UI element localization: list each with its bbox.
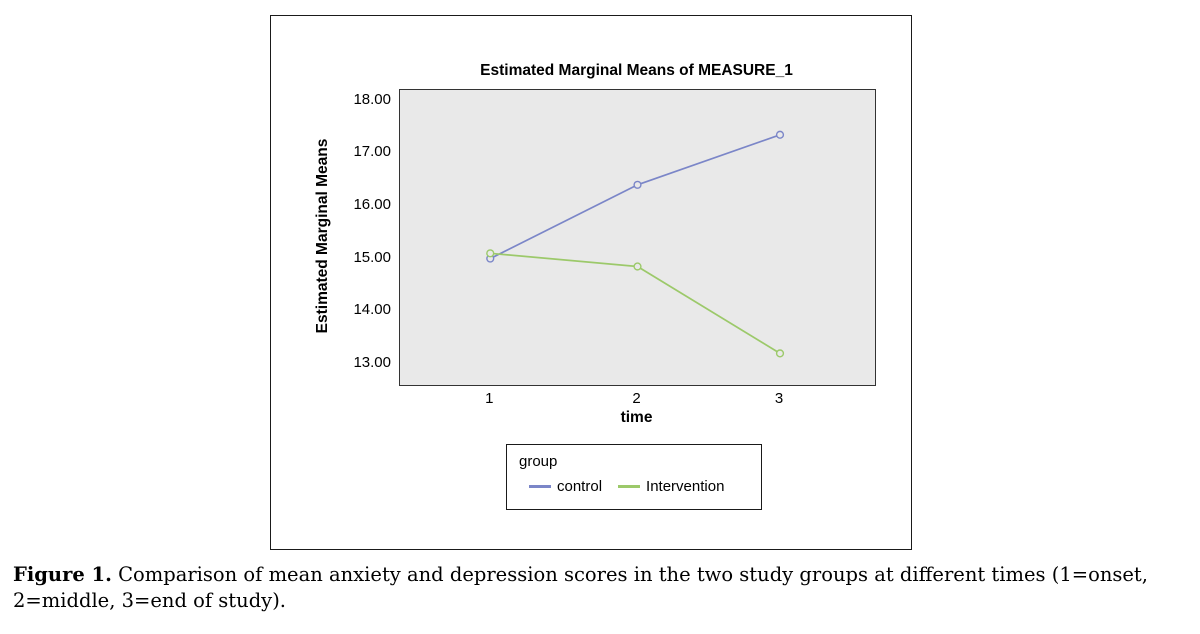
x-tick-label: 2 (632, 390, 641, 407)
plot-area (399, 89, 876, 386)
y-tick-label: 15.00 (353, 248, 391, 266)
legend-title: group (519, 453, 558, 470)
figure-frame: Estimated Marginal Means of MEASURE_1 Es… (270, 15, 912, 550)
data-point-marker (775, 349, 785, 358)
line-chart (486, 130, 785, 358)
data-point-marker (633, 180, 642, 189)
figure-caption: Figure 1. Comparison of mean anxiety and… (13, 562, 1191, 614)
y-tick-label: 13.00 (353, 353, 391, 371)
figure-caption-label: Figure 1. (13, 563, 112, 586)
legend-entry-label: control (557, 478, 603, 495)
legend-entry-label: Intervention (646, 478, 725, 495)
legend: group control Intervention (506, 444, 762, 510)
y-tick-label: 16.00 (353, 195, 391, 213)
y-tick-label: 18.00 (353, 90, 391, 108)
x-tick-label: 1 (485, 390, 494, 407)
figure-caption-text: Comparison of mean anxiety and depressio… (13, 563, 1148, 612)
data-point-marker (775, 130, 785, 139)
legend-entry-intervention: Intervention (618, 478, 724, 495)
data-point-marker (633, 262, 642, 271)
legend-entry-control: control (529, 478, 602, 495)
legend-entries: control Intervention (519, 478, 761, 495)
legend-line-swatch (618, 485, 641, 488)
y-tick-label: 17.00 (353, 143, 391, 161)
y-tick-label: 14.00 (353, 301, 391, 319)
x-tick-label: 3 (774, 390, 784, 407)
chart-title: Estimated Marginal Means of MEASURE_1 (480, 62, 793, 79)
series-line-control (489, 133, 781, 260)
data-point-marker (486, 249, 495, 258)
x-axis-label: time (620, 409, 653, 426)
legend-line-swatch (529, 485, 551, 488)
